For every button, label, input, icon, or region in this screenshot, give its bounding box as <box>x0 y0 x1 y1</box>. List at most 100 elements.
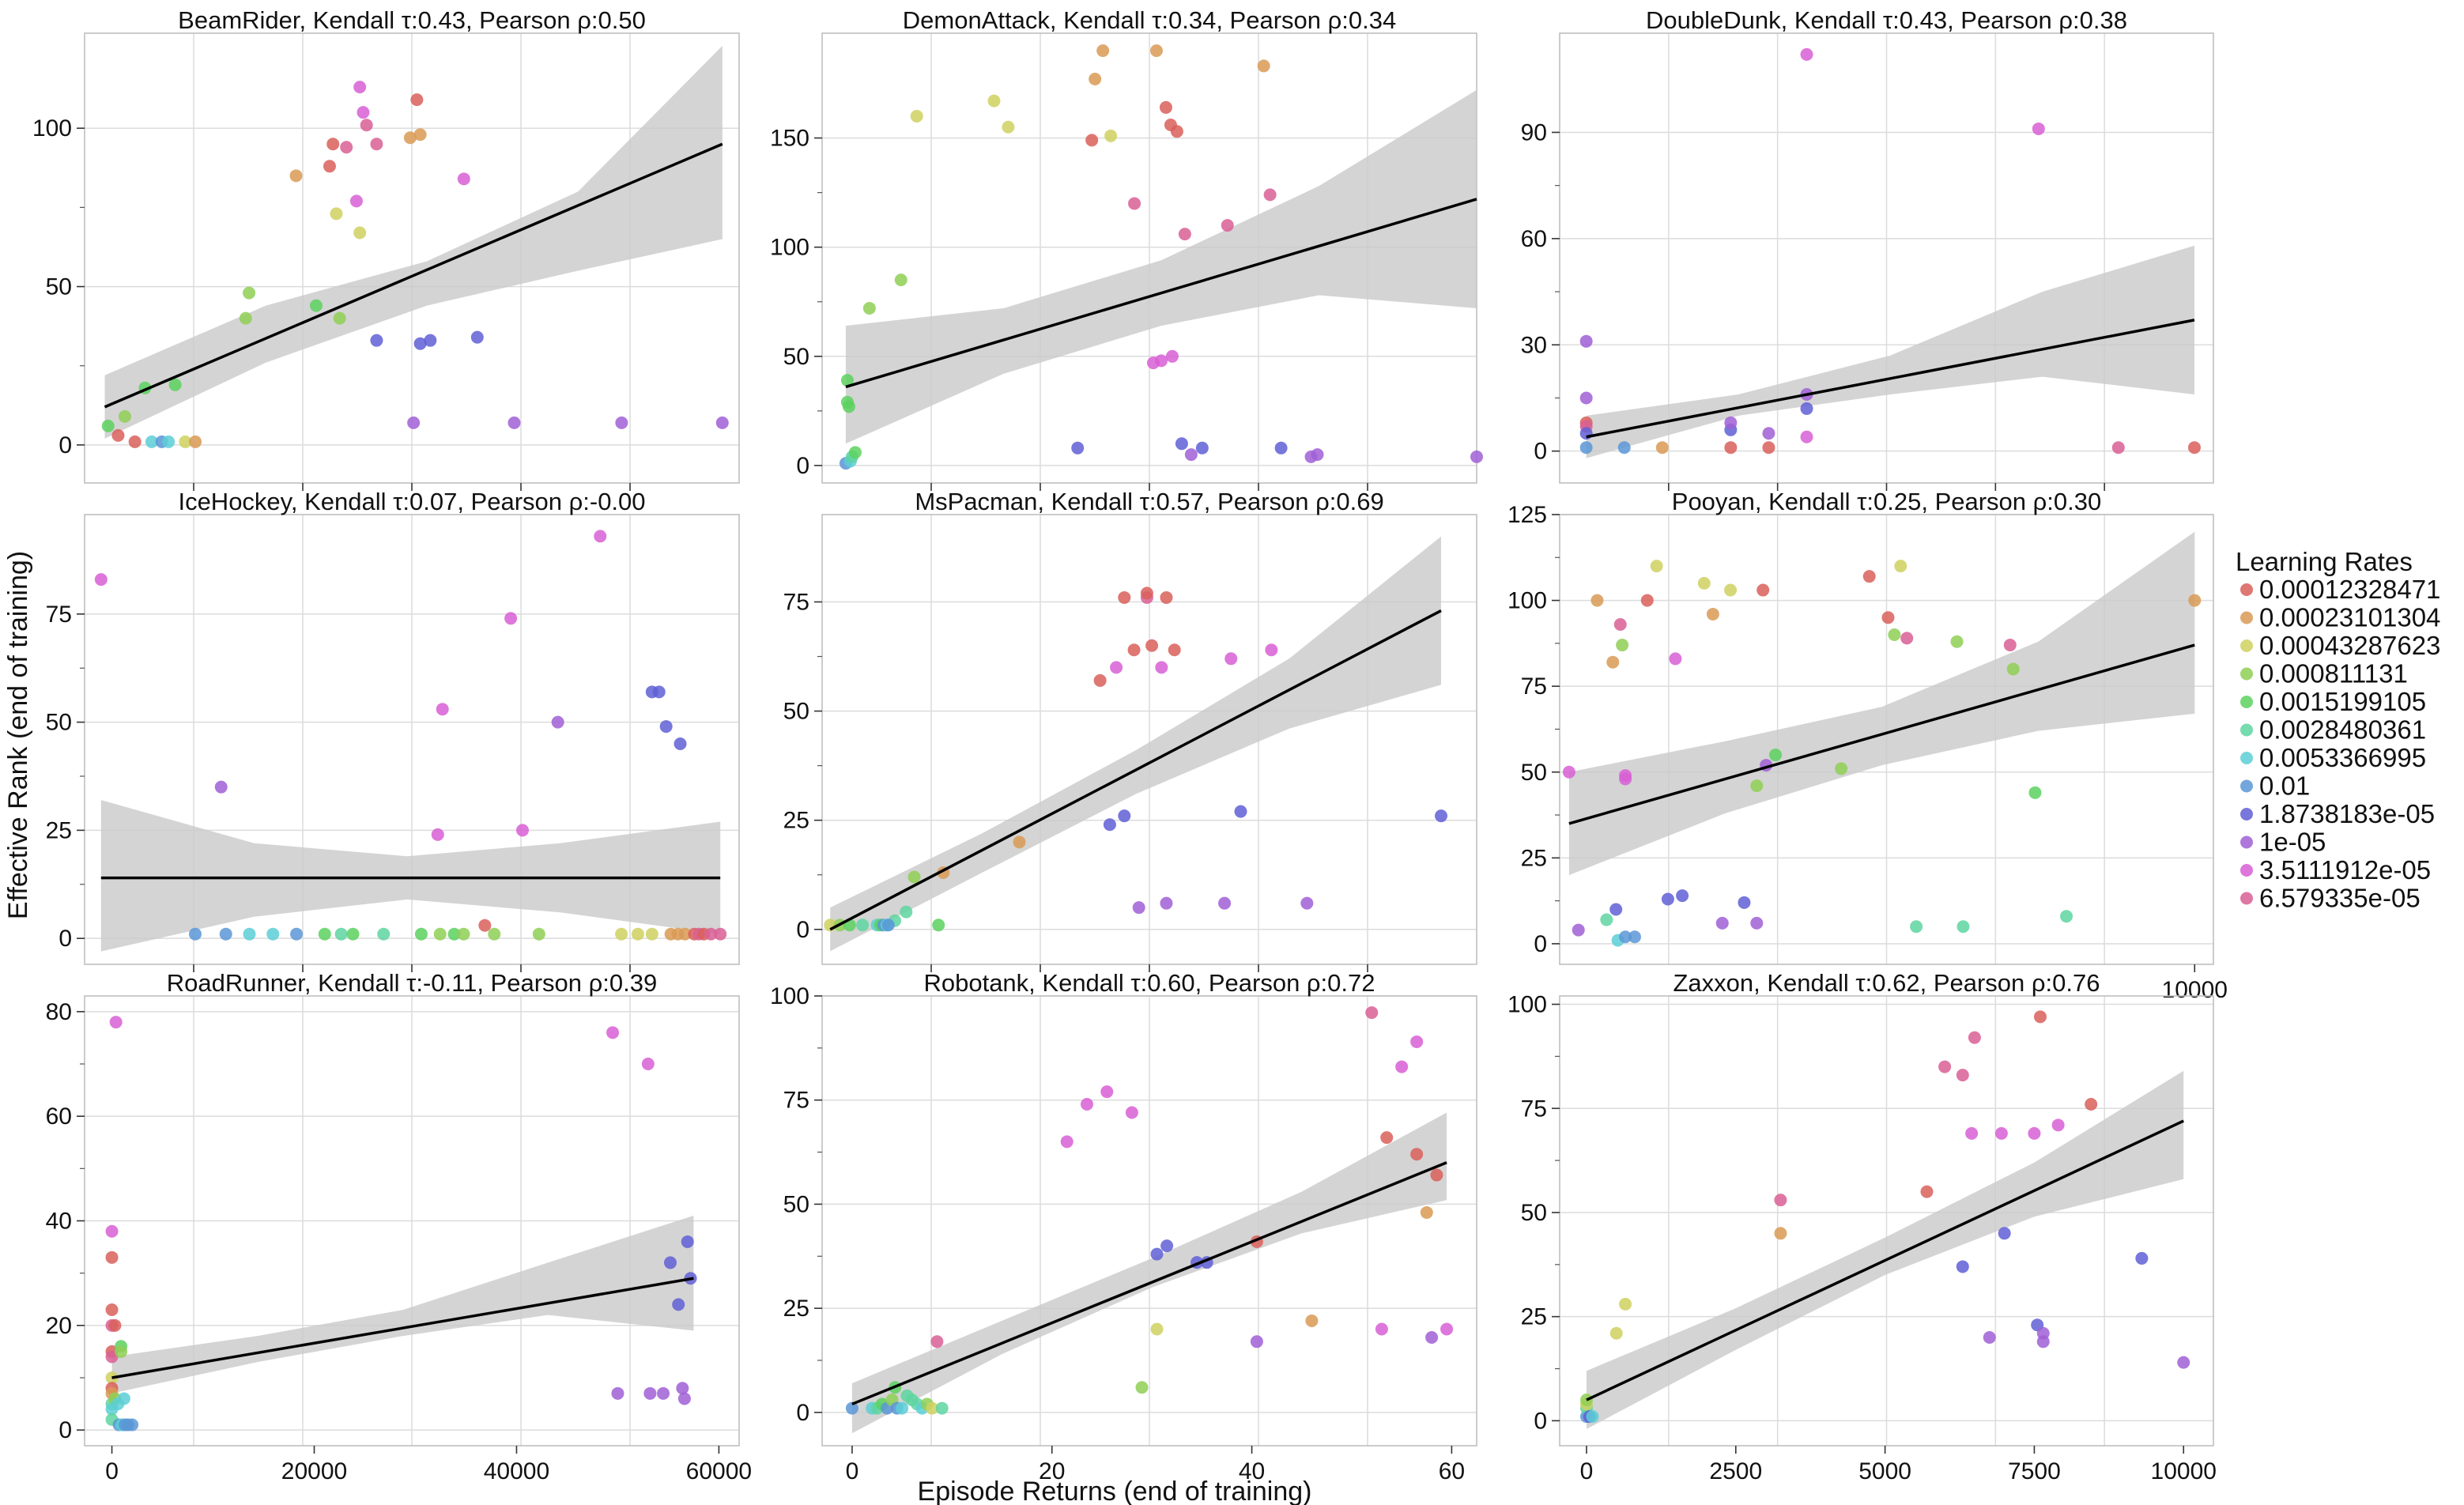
data-point <box>504 612 518 625</box>
panel-title: BeamRider, Kendall τ:0.43, Pearson ρ:0.5… <box>178 6 646 34</box>
data-point <box>1586 1410 1599 1424</box>
y-tick-label: 50 <box>783 344 809 370</box>
panel-title: Pooyan, Kendall τ:0.25, Pearson ρ:0.30 <box>1672 488 2101 515</box>
data-point <box>1640 594 1654 607</box>
data-point <box>2188 594 2202 607</box>
data-point <box>1968 1031 1981 1044</box>
data-point <box>856 918 870 932</box>
data-point <box>1609 1326 1623 1340</box>
data-point <box>1616 639 1629 652</box>
confidence-band <box>851 1112 1447 1434</box>
data-point <box>243 927 256 941</box>
data-point <box>1160 896 1173 910</box>
data-point <box>659 720 673 734</box>
data-point <box>457 172 470 186</box>
data-point <box>848 446 862 459</box>
x-tick-label: 20 <box>1039 1458 1065 1484</box>
data-point <box>349 194 363 208</box>
data-point <box>105 1224 119 1238</box>
data-point <box>431 828 444 841</box>
data-point <box>1724 416 1738 429</box>
y-tick-label: 75 <box>783 589 809 615</box>
data-point <box>1562 765 1575 779</box>
data-point <box>289 169 303 183</box>
data-point <box>1619 1297 1632 1311</box>
data-point <box>594 530 607 543</box>
data-point <box>1110 661 1123 674</box>
data-point <box>606 1026 620 1039</box>
legend-label: 1.8738183e-05 <box>2259 799 2435 828</box>
data-point <box>1900 632 1914 645</box>
legend-item: 0.0028480361 <box>2240 715 2426 745</box>
data-point <box>1140 587 1153 600</box>
x-tick-label: 60000 <box>686 1458 752 1484</box>
data-point <box>663 1256 677 1269</box>
panel-title: Zaxxon, Kendall τ:0.62, Pearson ρ:0.76 <box>1673 969 2100 997</box>
data-point <box>346 927 360 941</box>
panel-title: MsPacman, Kendall τ:0.57, Pearson ρ:0.69 <box>915 488 1383 515</box>
legend: Learning Rates 0.000123284710.0002310130… <box>2236 547 2440 913</box>
data-point <box>1983 1331 1996 1345</box>
data-point <box>2033 1010 2047 1024</box>
data-point <box>1800 430 1813 443</box>
y-tick-label: 60 <box>1521 226 1547 252</box>
data-point <box>334 927 348 941</box>
panel-9: 0 25 50 75 100 0 2500 5000 7500 10000 Zaxxon, Kend… <box>1507 969 2217 1484</box>
data-point <box>1104 129 1118 142</box>
y-tick-label: 0 <box>796 453 809 479</box>
legend-label: 0.000811131 <box>2259 659 2408 688</box>
y-tick-label: 0 <box>58 926 72 952</box>
data-point <box>1263 188 1277 202</box>
data-point <box>145 435 158 448</box>
data-point <box>1311 448 1324 462</box>
data-point <box>1118 809 1131 823</box>
y-tick-label: 30 <box>1521 332 1547 358</box>
data-point <box>1590 594 1604 607</box>
data-point <box>641 1058 655 1071</box>
legend-marker <box>2240 752 2253 764</box>
x-tick-label: 60 <box>1439 1458 1465 1484</box>
data-point <box>1715 916 1729 930</box>
data-point <box>447 927 461 941</box>
legend-label: 0.00043287623 <box>2259 631 2440 660</box>
data-point <box>126 1418 139 1431</box>
regression-line <box>104 142 723 409</box>
y-tick-label: 0 <box>58 432 72 458</box>
data-point <box>1950 635 1964 648</box>
data-point <box>2036 1335 2050 1348</box>
data-point <box>1093 673 1107 687</box>
data-point <box>478 918 492 932</box>
data-point <box>657 1386 670 1400</box>
data-point <box>266 927 280 941</box>
y-tick-label: 60 <box>46 1103 72 1130</box>
data-point <box>1175 437 1188 451</box>
y-tick-label: 75 <box>783 1088 809 1114</box>
data-point <box>615 927 628 941</box>
data-point <box>128 435 142 448</box>
data-point <box>1250 1335 1263 1348</box>
data-point <box>1135 1381 1149 1394</box>
legend-marker <box>2240 779 2253 793</box>
data-point <box>2111 441 2125 455</box>
data-point <box>1257 59 1270 73</box>
data-point <box>1774 1194 1787 1207</box>
y-axis-title: Effective Rank (end of training) <box>3 551 33 919</box>
regression-line <box>1568 643 2195 825</box>
data-point <box>105 1303 119 1316</box>
data-point <box>1380 1131 1394 1145</box>
legend-marker <box>2240 723 2253 737</box>
y-tick-label: 50 <box>783 1191 809 1217</box>
data-point <box>1410 1148 1424 1161</box>
data-point <box>407 416 421 429</box>
data-point <box>1920 1185 1934 1198</box>
data-point <box>907 870 921 884</box>
data-point <box>1395 1060 1409 1073</box>
legend-item: 0.000811131 <box>2240 659 2408 688</box>
panels: 0 50 100 BeamRider, Kendall τ:0.43, Pearson… <box>32 6 2228 1484</box>
y-tick-label: 100 <box>770 983 809 1009</box>
y-tick-label: 25 <box>1521 845 1547 871</box>
regression-line <box>829 609 1442 931</box>
data-point <box>1103 818 1116 832</box>
legend-label: 6.579335e-05 <box>2259 884 2421 913</box>
